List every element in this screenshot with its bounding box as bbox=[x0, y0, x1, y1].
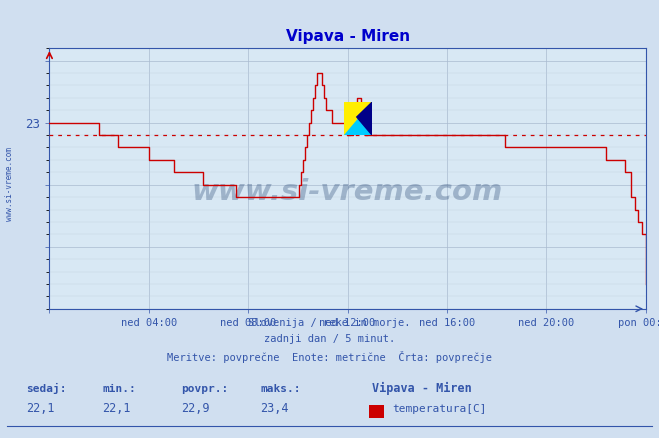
Text: temperatura[C]: temperatura[C] bbox=[392, 404, 486, 414]
Text: 22,9: 22,9 bbox=[181, 402, 210, 415]
Text: Meritve: povprečne  Enote: metrične  Črta: povprečje: Meritve: povprečne Enote: metrične Črta:… bbox=[167, 351, 492, 363]
Text: maks.:: maks.: bbox=[260, 384, 301, 394]
Text: Vipava - Miren: Vipava - Miren bbox=[372, 382, 472, 395]
Text: 23,4: 23,4 bbox=[260, 402, 289, 415]
Text: sedaj:: sedaj: bbox=[26, 383, 67, 394]
Text: min.:: min.: bbox=[102, 384, 136, 394]
Text: www.si-vreme.com: www.si-vreme.com bbox=[192, 177, 503, 205]
Text: 22,1: 22,1 bbox=[102, 402, 130, 415]
Text: povpr.:: povpr.: bbox=[181, 384, 229, 394]
Polygon shape bbox=[357, 102, 372, 135]
Text: zadnji dan / 5 minut.: zadnji dan / 5 minut. bbox=[264, 334, 395, 344]
Title: Vipava - Miren: Vipava - Miren bbox=[285, 29, 410, 44]
Text: 22,1: 22,1 bbox=[26, 402, 55, 415]
Polygon shape bbox=[344, 102, 372, 135]
Polygon shape bbox=[344, 102, 372, 135]
Text: Slovenija / reke in morje.: Slovenija / reke in morje. bbox=[248, 318, 411, 328]
Text: www.si-vreme.com: www.si-vreme.com bbox=[5, 147, 14, 221]
